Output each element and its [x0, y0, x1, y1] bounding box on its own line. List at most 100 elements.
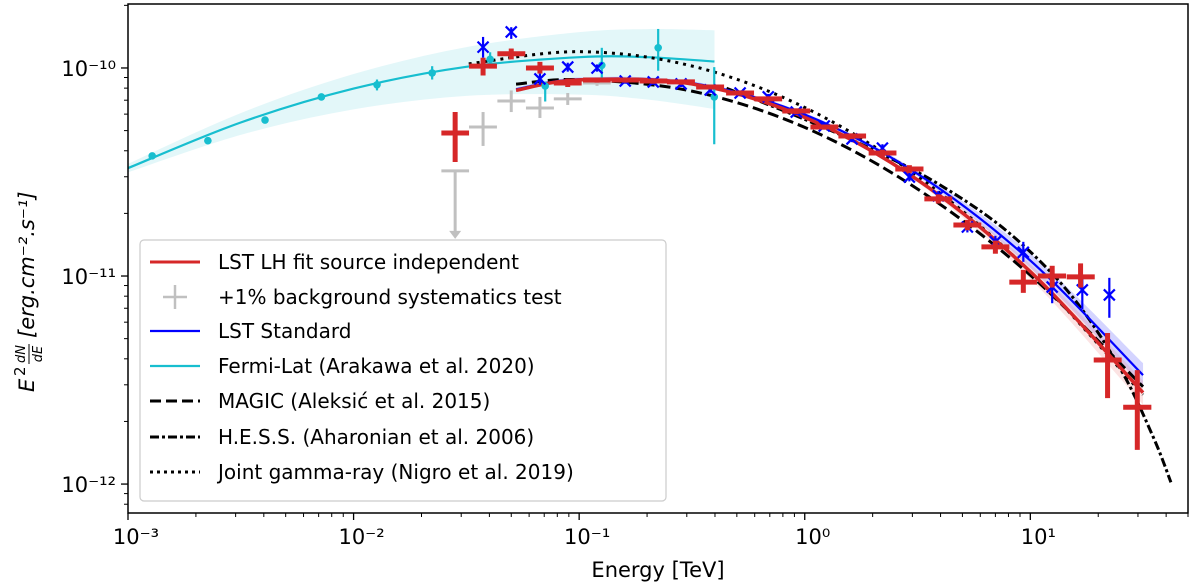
fermi-marker: [204, 136, 212, 145]
y-label-frac-den: dE: [31, 345, 46, 362]
lst-standard-point: [590, 61, 604, 75]
legend: LST LH fit source independent +1% backgr…: [139, 239, 667, 502]
fermi-point: [317, 93, 326, 101]
legend-label: Joint gamma-ray (Nigro et al. 2019): [216, 460, 574, 484]
fermi-point: [541, 81, 549, 102]
lst-lh-point: [1123, 370, 1152, 450]
lst-standard-x-marker: [903, 170, 916, 184]
lst-standard-point: [504, 25, 518, 39]
legend-entry-magic: MAGIC (Aleksić et al. 2015): [150, 389, 490, 413]
nigro-curve: [468, 50, 1145, 396]
legend-label: MAGIC (Aleksić et al. 2015): [218, 389, 490, 413]
lst-standard-x-marker: [1017, 246, 1030, 259]
legend-entry-nigro: Joint gamma-ray (Nigro et al. 2019): [150, 460, 574, 484]
lst-standard-point: [903, 170, 916, 184]
lst-lh-point: [441, 112, 470, 163]
legend-label: H.E.S.S. (Aharonian et al. 2006): [218, 425, 534, 449]
fermi-point: [654, 28, 662, 71]
x-tick-label: 10⁻³: [113, 525, 159, 549]
fermi-point: [204, 136, 212, 145]
y-label-base: E: [15, 378, 39, 392]
lst-lh-point: [1037, 265, 1067, 288]
legend-box: [139, 239, 667, 502]
lst-lh-point: [838, 133, 867, 140]
y-tick-label: 10⁻¹²: [61, 473, 116, 497]
lst-lh-point: [1066, 263, 1095, 288]
lst-standard-x-marker: [1103, 288, 1116, 302]
lst-standard-x-marker: [504, 25, 518, 39]
lst-lh-point: [1093, 333, 1122, 399]
x-axis-label: Energy [TeV]: [591, 558, 724, 582]
lst-standard-x-marker: [561, 60, 575, 74]
lst-standard-x-marker: [476, 40, 490, 54]
fermi-fit-curve: [128, 55, 715, 170]
lst-lh-point: [981, 240, 1010, 254]
lst-lh-point: [497, 48, 526, 60]
legend-entry-hess: H.E.S.S. (Aharonian et al. 2006): [150, 425, 534, 449]
lst-standard-point: [561, 60, 575, 74]
y-tick-label: 10⁻¹¹: [61, 265, 116, 289]
lst-standard-x-marker: [533, 72, 547, 86]
lst-lh-point: [525, 61, 554, 74]
fermi-marker: [654, 44, 662, 52]
x-tick-label: 10⁻¹: [564, 525, 610, 549]
lst-standard-x-marker: [590, 61, 604, 75]
legend-label: Fermi-Lat (Arakawa et al. 2020): [218, 354, 535, 378]
lst-lh-point: [553, 78, 582, 88]
lst-lh-point: [782, 108, 811, 115]
lst-lh-point: [868, 149, 897, 157]
bkg-test-point: [525, 96, 554, 118]
lst-lh-point: [611, 77, 639, 83]
lst-lh-point: [810, 124, 839, 130]
upper-limit-arrow-icon: [449, 230, 462, 239]
fermi-marker: [428, 69, 436, 77]
bkg-test-point: [497, 90, 526, 113]
fermi-point: [148, 152, 156, 160]
fermi-marker: [317, 93, 326, 101]
lst-lh-point: [1009, 269, 1037, 293]
lst-standard-point: [1103, 277, 1116, 318]
y-label-frac-num: dN: [14, 345, 29, 363]
bkg-test-point: [553, 93, 582, 105]
fermi-marker: [373, 81, 381, 89]
fermi-marker: [598, 61, 606, 70]
legend-label: LST Standard: [218, 319, 351, 343]
fermi-marker: [541, 82, 549, 90]
fermi-marker: [148, 152, 156, 160]
bkg-test-point: [469, 112, 497, 146]
lst-lh-point: [924, 194, 953, 204]
legend-label: +1% background systematics test: [218, 285, 562, 309]
legend-entry-fermi: Fermi-Lat (Arakawa et al. 2020): [150, 354, 535, 378]
fermi-point: [261, 116, 269, 124]
lst-lh-point: [754, 96, 783, 102]
x-tick-label: 10⁻²: [338, 525, 384, 549]
y-tick-label: 10⁻¹⁰: [61, 57, 116, 81]
fermi-marker: [261, 116, 269, 124]
lst-lh-point: [469, 57, 497, 76]
y-axis-label: E 2 dN dE [erg.cm⁻².s⁻¹]: [11, 191, 46, 392]
lst-standard-point: [1017, 241, 1030, 262]
lst-lh-point: [583, 77, 611, 83]
lst-lh-point: [696, 84, 725, 90]
lst-lh-point: [639, 78, 668, 84]
x-tick-label: 10⁰: [795, 525, 830, 549]
x-tick-label: 10¹: [1021, 525, 1056, 549]
legend-entry-bkg-test: +1% background systematics test: [163, 285, 562, 309]
bkg-test-upper-limit: [441, 169, 470, 239]
lst-standard-point: [533, 72, 547, 86]
legend-entry-lst-std: LST Standard: [150, 319, 351, 343]
y-label-units: [erg.cm⁻².s⁻¹]: [15, 191, 39, 338]
lst-lh-point: [666, 79, 695, 85]
plot-frame: [127, 3, 1189, 514]
legend-entry-lst-lh: LST LH fit source independent: [150, 250, 519, 274]
axes: 10⁻³ 10⁻² 10⁻¹ 10⁰ 10¹ 10⁻¹⁰ 10⁻¹¹ 10⁻¹²: [61, 3, 1189, 549]
data-points: [148, 25, 1152, 450]
fermi-point: [373, 79, 381, 91]
lst-lh-point: [895, 165, 924, 173]
legend-label: LST LH fit source independent: [218, 250, 519, 274]
y-label-exp: 2: [11, 366, 29, 376]
fermi-marker: [486, 55, 494, 64]
lst-standard-point: [476, 36, 490, 58]
fermi-point: [428, 66, 436, 80]
